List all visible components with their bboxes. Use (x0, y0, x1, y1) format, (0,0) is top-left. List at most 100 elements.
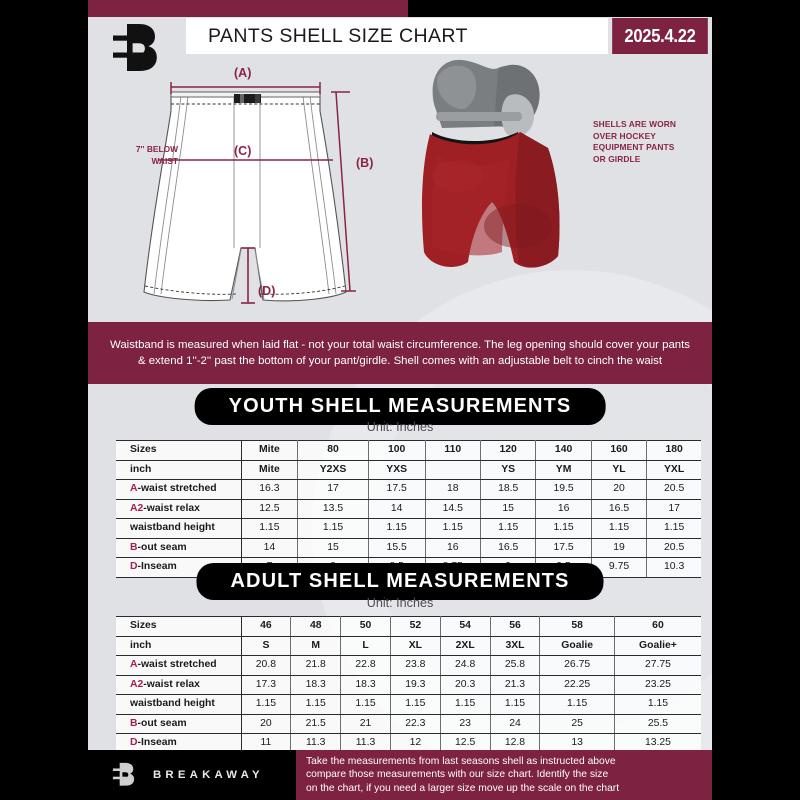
cell-r6-c6: 13 (539, 733, 615, 754)
cell-r3-c5: 16 (535, 498, 592, 519)
shells-worn-note: SHELLS ARE WORN OVER HOCKEY EQUIPMENT PA… (593, 119, 703, 165)
cell-r2-c1: 17 (297, 479, 369, 500)
chart-date: 2025.4.22 (612, 18, 708, 54)
cell-r5-c6: 25 (539, 713, 615, 734)
youth-size-table: Sizes Mite 80 100 110 120 140 160 180 inch Mite Y2X… (116, 440, 701, 578)
product-photo-red-shell (422, 59, 560, 268)
row-label-0: Sizes (116, 616, 242, 637)
row-label-4: waistband height (116, 694, 242, 715)
cell-r5-c2: 15.5 (368, 537, 426, 558)
cell-r5-c1: 15 (297, 537, 369, 558)
table-row: D-Inseam 11 11.3 11.3 12 12.5 12.8 13 13.25 (116, 733, 701, 754)
measurement-instructions-banner: Waistband is measured when laid flat - n… (88, 322, 712, 384)
cell-r4-c3: 1.15 (390, 694, 441, 715)
table-row: inch Mite Y2XS YXS YS YM YL YXL (116, 459, 701, 480)
cell-r3-c6: 22.25 (539, 674, 615, 695)
dimension-label-d: (D) (258, 284, 276, 298)
cell-r0-c1: 80 (297, 440, 369, 461)
cell-r4-c0: 1.15 (241, 518, 299, 539)
cell-r4-c6: 1.15 (591, 518, 648, 539)
cell-r4-c2: 1.15 (368, 518, 426, 539)
cell-r3-c4: 20.3 (440, 674, 491, 695)
cell-r4-c1: 1.15 (290, 694, 342, 715)
breakaway-b-logo-icon (113, 24, 157, 71)
cell-r4-c7: 1.15 (646, 518, 701, 539)
table-row: inch S M L XL 2XL 3XL Goalie Goalie+ (116, 635, 701, 656)
cell-r1-c7: Goalie+ (614, 635, 701, 656)
cell-r6-c0: 11 (241, 733, 292, 754)
cell-r0-c7: 180 (646, 440, 701, 461)
cell-r5-c0: 20 (241, 713, 292, 734)
cell-r3-c7: 17 (646, 498, 701, 519)
cell-r2-c6: 26.75 (539, 655, 615, 676)
cell-r2-c2: 22.8 (340, 655, 391, 676)
page-title: PANTS SHELL SIZE CHART (186, 18, 608, 54)
table-row: B-out seam 14 15 15.5 16 16.5 17.5 19 20.5 (116, 537, 701, 558)
cell-r1-c4: 2XL (440, 635, 491, 656)
row-label-marker: A (130, 659, 138, 670)
cell-r4-c3: 1.15 (425, 518, 481, 539)
cell-r0-c5: 56 (490, 616, 541, 637)
cell-r1-c6: Goalie (539, 635, 615, 656)
cell-r2-c7: 27.75 (614, 655, 701, 676)
cell-r5-c3: 22.3 (390, 713, 441, 734)
waist-reference-note-line1: 7'' BELOW (135, 144, 178, 154)
cell-r3-c1: 18.3 (290, 674, 342, 695)
cell-r2-c0: 16.3 (241, 479, 299, 500)
page-footer: BREAKAWAY Take the measurements from las… (88, 750, 712, 800)
row-label-2: A-waist stretched (116, 655, 242, 676)
cell-r2-c5: 19.5 (535, 479, 592, 500)
breakaway-b-logo-icon (112, 762, 135, 786)
pants-technical-drawing (143, 82, 356, 304)
cell-r1-c3 (425, 459, 481, 480)
cell-r5-c0: 14 (241, 537, 299, 558)
header-top-bar-black (408, 0, 712, 17)
cell-r6-c5: 12.8 (490, 733, 541, 754)
cell-r0-c0: 46 (241, 616, 292, 637)
row-label-marker: D (130, 561, 138, 572)
row-label-marker: D (130, 737, 138, 748)
cell-r3-c1: 13.5 (297, 498, 369, 519)
waist-reference-note-line2: WAIST (151, 155, 178, 166)
shells-worn-note-line4: OR GIRDLE (593, 153, 641, 164)
cell-r5-c3: 16 (425, 537, 481, 558)
cell-r1-c5: YM (535, 459, 592, 480)
cell-r4-c4: 1.15 (480, 518, 537, 539)
dimension-label-a: (A) (234, 66, 252, 80)
row-label-1: inch (116, 459, 242, 480)
cell-r0-c6: 58 (539, 616, 615, 637)
cell-r2-c3: 18 (425, 479, 481, 500)
cell-r3-c6: 16.5 (591, 498, 648, 519)
cell-r1-c5: 3XL (490, 635, 541, 656)
cell-r1-c0: S (241, 635, 292, 656)
cell-r4-c4: 1.15 (440, 694, 491, 715)
cell-r2-c3: 23.8 (390, 655, 441, 676)
cell-r0-c5: 140 (535, 440, 592, 461)
cell-r6-c6: 9.75 (591, 557, 648, 578)
cell-r4-c2: 1.15 (340, 694, 391, 715)
table-row: A-waist stretched 20.8 21.8 22.8 23.8 24.8 25.… (116, 655, 701, 676)
table-row: waistband height 1.15 1.15 1.15 1.15 1.15 1.15… (116, 694, 701, 715)
cell-r5-c6: 19 (591, 537, 648, 558)
cell-r1-c6: YL (591, 459, 648, 480)
cell-r6-c3: 12 (390, 733, 441, 754)
row-label-marker: B (130, 717, 138, 729)
cell-r2-c4: 24.8 (440, 655, 491, 676)
cell-r1-c2: YXS (368, 459, 426, 480)
cell-r5-c5: 24 (490, 713, 541, 734)
row-label-marker: B (130, 541, 138, 553)
cell-r1-c4: YS (480, 459, 537, 480)
cell-r3-c7: 23.25 (614, 674, 701, 695)
cell-r3-c0: 12.5 (241, 498, 299, 519)
size-chart-page: PANTS SHELL SIZE CHART 2025.4.22 (88, 0, 712, 800)
cell-r5-c4: 16.5 (480, 537, 537, 558)
shells-worn-note-line3: EQUIPMENT PANTS (593, 142, 675, 152)
table-row: waistband height 1.15 1.15 1.15 1.15 1.15 1.15… (116, 518, 701, 539)
cell-r4-c5: 1.15 (535, 518, 592, 539)
shells-worn-note-line2: OVER HOCKEY (593, 130, 656, 141)
cell-r0-c4: 120 (480, 440, 537, 461)
row-label-5: B-out seam (116, 713, 242, 734)
row-label-2: A-waist stretched (116, 479, 242, 500)
adult-size-table: Sizes 46 48 50 52 54 56 58 60 inch S M L XL 2XL 3XL Goal… (116, 616, 701, 754)
table-row: A2-waist relax 12.5 13.5 14 14.5 15 16 16.5 17 (116, 498, 701, 519)
